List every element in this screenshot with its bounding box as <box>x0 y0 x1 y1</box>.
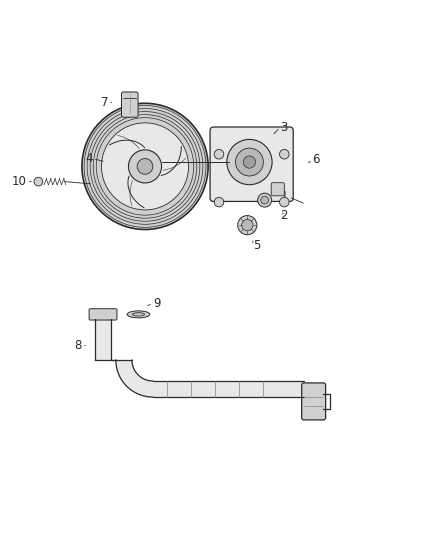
Circle shape <box>279 149 289 159</box>
Circle shape <box>244 156 255 168</box>
Text: 10: 10 <box>12 175 27 188</box>
Circle shape <box>279 197 289 207</box>
Ellipse shape <box>127 311 150 318</box>
Polygon shape <box>95 319 111 360</box>
Circle shape <box>236 148 263 176</box>
Circle shape <box>227 140 272 184</box>
FancyBboxPatch shape <box>121 92 138 117</box>
Polygon shape <box>153 381 304 397</box>
Text: 8: 8 <box>74 339 82 352</box>
Text: 3: 3 <box>280 121 287 134</box>
Circle shape <box>128 150 162 183</box>
Ellipse shape <box>132 313 145 316</box>
Text: 6: 6 <box>313 154 320 166</box>
FancyBboxPatch shape <box>302 383 325 420</box>
Circle shape <box>242 220 253 231</box>
FancyBboxPatch shape <box>89 309 117 320</box>
Circle shape <box>214 149 224 159</box>
Text: 9: 9 <box>153 297 160 310</box>
Text: 2: 2 <box>280 208 287 222</box>
Circle shape <box>238 215 257 235</box>
Circle shape <box>34 177 43 186</box>
Polygon shape <box>116 360 153 397</box>
Text: 4: 4 <box>85 152 93 165</box>
Circle shape <box>258 193 272 207</box>
Text: 7: 7 <box>100 96 108 109</box>
Circle shape <box>102 123 188 210</box>
Circle shape <box>214 197 224 207</box>
Circle shape <box>261 196 268 204</box>
Text: 5: 5 <box>253 239 260 252</box>
Circle shape <box>137 158 153 174</box>
Polygon shape <box>82 103 208 230</box>
FancyBboxPatch shape <box>210 127 293 201</box>
FancyBboxPatch shape <box>271 183 284 196</box>
Text: 1: 1 <box>281 190 289 204</box>
